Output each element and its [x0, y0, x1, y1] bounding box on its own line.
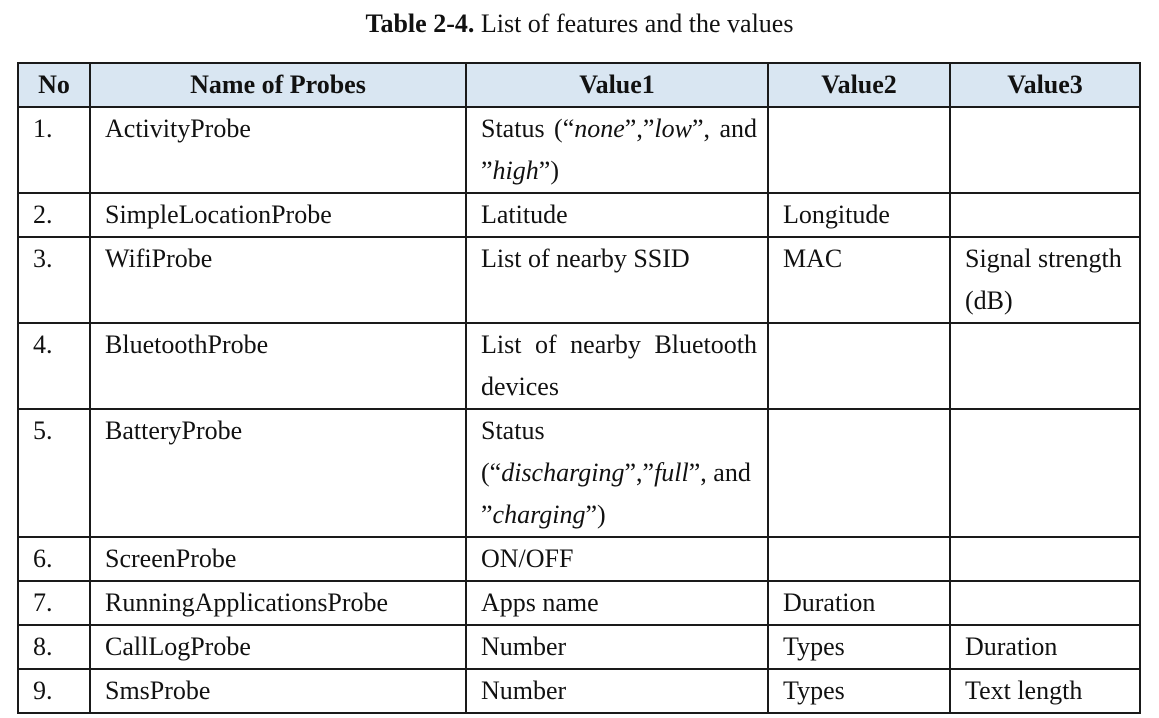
cell-value1: Apps name — [465, 580, 769, 626]
cell-no: 3. — [17, 236, 91, 324]
features-table: No Name of Probes Value1 Value2 Value3 1… — [17, 62, 1141, 714]
cell-name: BatteryProbe — [89, 408, 467, 538]
cell-value3 — [949, 408, 1141, 538]
table-row: 4. BluetoothProbe List of nearby Bluetoo… — [17, 322, 1141, 410]
cell-no: 7. — [17, 580, 91, 626]
cell-value2: Longitude — [767, 192, 951, 238]
cell-value1: Status (“discharging”,”full”, and ”charg… — [465, 408, 769, 538]
cell-name: WifiProbe — [89, 236, 467, 324]
cell-no: 1. — [17, 106, 91, 194]
table-row: 8. CallLogProbe Number Types Duration — [17, 624, 1141, 670]
header-name-of-probes: Name of Probes — [89, 62, 467, 108]
table-row: 5. BatteryProbe Status (“discharging”,”f… — [17, 408, 1141, 538]
table-caption: Table 2-4. List of features and the valu… — [0, 8, 1159, 40]
cell-value3: Signal strength (dB) — [949, 236, 1141, 324]
cell-value1: ON/OFF — [465, 536, 769, 582]
cell-value1: Latitude — [465, 192, 769, 238]
cell-value3 — [949, 106, 1141, 194]
cell-name: SmsProbe — [89, 668, 467, 714]
cell-no: 6. — [17, 536, 91, 582]
cell-no: 5. — [17, 408, 91, 538]
cell-name: ScreenProbe — [89, 536, 467, 582]
cell-value2: Duration — [767, 580, 951, 626]
cell-value3: Text length — [949, 668, 1141, 714]
cell-no: 2. — [17, 192, 91, 238]
cell-value3 — [949, 322, 1141, 410]
cell-no: 4. — [17, 322, 91, 410]
cell-name: SimpleLocationProbe — [89, 192, 467, 238]
table-row: 7. RunningApplicationsProbe Apps name Du… — [17, 580, 1141, 626]
cell-value1-text: Status (“discharging”,”full”, and ”charg… — [481, 416, 751, 529]
cell-value3 — [949, 536, 1141, 582]
cell-no: 9. — [17, 668, 91, 714]
cell-value1: Number — [465, 624, 769, 670]
cell-value1: Status (“none”,”low”, and ”high”) — [465, 106, 769, 194]
header-value3: Value3 — [949, 62, 1141, 108]
cell-value2: MAC — [767, 236, 951, 324]
cell-value1: List of nearby SSID — [465, 236, 769, 324]
cell-value1-text: Status (“none”,”low”, and ”high”) — [481, 114, 757, 185]
cell-value2: Types — [767, 668, 951, 714]
cell-no: 8. — [17, 624, 91, 670]
table-caption-label: Table 2-4. — [365, 9, 475, 38]
cell-value3: Duration — [949, 624, 1141, 670]
header-value2: Value2 — [767, 62, 951, 108]
cell-value3 — [949, 580, 1141, 626]
table-body: 1. ActivityProbe Status (“none”,”low”, a… — [17, 106, 1141, 714]
table-row: 3. WifiProbe List of nearby SSID MAC Sig… — [17, 236, 1141, 324]
header-row: No Name of Probes Value1 Value2 Value3 — [17, 62, 1141, 108]
table-header: No Name of Probes Value1 Value2 Value3 — [17, 62, 1141, 108]
table-row: 6. ScreenProbe ON/OFF — [17, 536, 1141, 582]
cell-name: RunningApplicationsProbe — [89, 580, 467, 626]
cell-value3 — [949, 192, 1141, 238]
cell-value2 — [767, 408, 951, 538]
header-no: No — [17, 62, 91, 108]
table-row: 9. SmsProbe Number Types Text length — [17, 668, 1141, 714]
cell-value2: Types — [767, 624, 951, 670]
cell-value2 — [767, 536, 951, 582]
table-caption-text: List of features and the values — [474, 9, 794, 38]
cell-value1: Number — [465, 668, 769, 714]
cell-value2 — [767, 106, 951, 194]
table-row: 2. SimpleLocationProbe Latitude Longitud… — [17, 192, 1141, 238]
cell-value1: List of nearby Bluetooth devices — [465, 322, 769, 410]
cell-name: BluetoothProbe — [89, 322, 467, 410]
cell-name: ActivityProbe — [89, 106, 467, 194]
cell-name: CallLogProbe — [89, 624, 467, 670]
cell-value2 — [767, 322, 951, 410]
header-value1: Value1 — [465, 62, 769, 108]
table-row: 1. ActivityProbe Status (“none”,”low”, a… — [17, 106, 1141, 194]
